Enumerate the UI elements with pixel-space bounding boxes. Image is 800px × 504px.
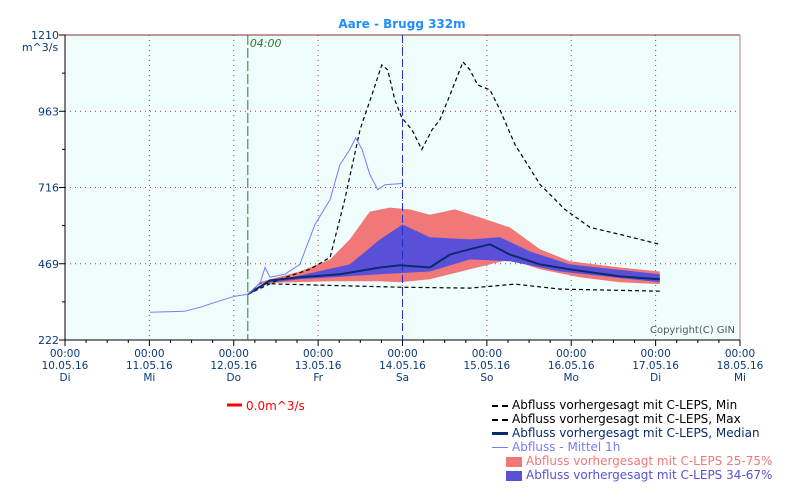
x-tick-label: 00:00 [472,348,502,360]
legend-swatch [492,404,508,407]
x-tick-label: 00:00 [303,348,333,360]
x-tick-label: 10.05.16 [42,360,89,372]
legend-label: Abfluss vorhergesagt mit C-LEPS, Max [512,412,741,426]
series-max [247,60,660,295]
legend-swatch [506,456,522,467]
x-tick-label: 00:00 [50,348,80,360]
y-tick-label: 716 [38,182,59,195]
y-tick-label: 963 [38,105,59,118]
x-tick-label: So [480,372,493,384]
x-tick-label: 15.05.16 [463,360,510,372]
series-min [247,282,660,295]
y-tick-label: 469 [38,258,59,271]
x-tick-label: 00:00 [640,348,670,360]
series-abfluss---mittel-1h [150,136,402,313]
legend-label: Abfluss - Mittel 1h [512,440,621,454]
copyright: Copyright(C) GIN [650,325,735,336]
legend-item: Abfluss vorhergesagt mit C-LEPS, Median [492,426,760,440]
legend-label: Abfluss vorhergesagt mit C-LEPS, Min [512,398,738,412]
x-tick-label: Mo [564,372,579,384]
x-tick-label: 14.05.16 [379,360,426,372]
legend-swatch [492,447,508,448]
y-tick-label: 222 [38,334,59,347]
threshold-label: 0.0m^3/s [246,399,305,413]
x-tick-label: 11.05.16 [126,360,173,372]
x-tick-label: 12.05.16 [210,360,257,372]
band-34-67 [247,224,660,295]
x-tick-label: 00:00 [725,348,755,360]
legend-label: Abfluss vorhergesagt mit C-LEPS, Median [512,426,760,440]
legend-item: Abfluss - Mittel 1h [492,440,620,454]
x-tick-label: Di [59,372,70,384]
x-tick-label: Di [650,372,661,384]
x-tick-label: 17.05.16 [632,360,679,372]
series-median [247,243,660,296]
legend-label: Abfluss vorhergesagt mit C-LEPS 34-67% [526,468,773,482]
legend-label: Abfluss vorhergesagt mit C-LEPS 25-75% [526,454,773,468]
legend-swatch [492,432,508,435]
legend-item: Abfluss vorhergesagt mit C-LEPS, Min [492,398,737,412]
legend-swatch [506,470,522,481]
x-tick-label: 00:00 [219,348,249,360]
legend-item: Abfluss vorhergesagt mit C-LEPS 25-75% [506,454,772,468]
forecast-start-label: 04:00 [250,37,282,50]
x-tick-label: 00:00 [134,348,164,360]
x-tick-label: 00:00 [387,348,417,360]
x-tick-label: Do [226,372,241,384]
x-tick-label: 00:00 [556,348,586,360]
x-tick-label: Mi [143,372,155,384]
x-tick-label: Fr [313,372,323,384]
legend-swatch [492,418,508,421]
x-tick-label: Mi [734,372,746,384]
chart-title: Aare - Brugg 332m [338,17,465,31]
y-axis-unit: m^3/s [22,41,59,54]
x-tick-label: Sa [396,372,409,384]
legend-item: Abfluss vorhergesagt mit C-LEPS, Max [492,412,741,426]
x-tick-label: 13.05.16 [295,360,342,372]
y-tick-label: 1210 [31,29,59,42]
x-tick-label: 16.05.16 [548,360,595,372]
x-tick-label: 18.05.16 [717,360,764,372]
legend-item: Abfluss vorhergesagt mit C-LEPS 34-67% [506,468,772,482]
